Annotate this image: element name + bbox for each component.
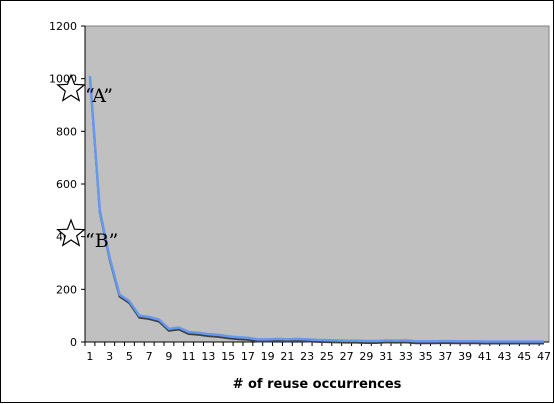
data-point: [217, 333, 220, 336]
x-tick-label: 45: [517, 350, 531, 363]
data-point: [335, 339, 338, 342]
data-point: [345, 339, 348, 342]
x-tick-label: 41: [478, 350, 492, 363]
x-tick-label: 33: [399, 350, 413, 363]
x-tick-label: 17: [241, 350, 255, 363]
data-point: [365, 339, 368, 342]
data-point: [523, 340, 526, 343]
x-tick-label: 39: [458, 350, 472, 363]
data-point: [394, 339, 397, 342]
data-point: [533, 340, 536, 343]
data-point: [128, 300, 131, 303]
x-tick-label: 29: [359, 350, 373, 363]
x-tick-label: 13: [201, 350, 215, 363]
data-point: [197, 331, 200, 334]
series-shadow-line: [88, 77, 545, 345]
data-point: [464, 340, 467, 343]
data-point: [306, 338, 309, 341]
annotation-label: “A”: [85, 85, 113, 107]
y-tick-label: 1200: [49, 20, 77, 33]
series-line: [88, 75, 545, 343]
x-tick-label: 25: [320, 350, 334, 363]
x-tick-label: 1: [86, 350, 93, 363]
data-point: [493, 340, 496, 343]
star-outline-icon: [56, 218, 86, 247]
annotations: “A” “B”: [56, 73, 118, 252]
data-point: [88, 75, 91, 78]
data-point: [158, 318, 161, 321]
x-tick-label: 5: [126, 350, 133, 363]
data-point: [246, 336, 249, 339]
data-point: [296, 337, 299, 340]
plot-area: [84, 25, 550, 343]
data-point: [207, 333, 210, 336]
x-tick-label: 23: [300, 350, 314, 363]
x-ticks: 1 3 5 7 9 11 13 15 17 19 21 23 25 27 29 31 33 35 37 39 41 43 4…: [84, 342, 551, 363]
data-point: [227, 335, 230, 338]
series-layer: [88, 75, 546, 345]
data-point: [167, 327, 170, 330]
data-point: [404, 339, 407, 342]
x-tick-label: 9: [165, 350, 172, 363]
data-point: [237, 336, 240, 339]
x-tick-label: 37: [438, 350, 452, 363]
y-tick-label: 0: [70, 336, 77, 349]
data-point: [355, 339, 358, 342]
data-point: [325, 339, 328, 342]
data-point: [256, 338, 259, 341]
x-tick-label: 31: [379, 350, 393, 363]
data-point: [385, 339, 388, 342]
data-point: [316, 338, 319, 341]
data-point: [513, 340, 516, 343]
y-ticks: 020040060080010001200: [49, 20, 85, 349]
x-tick-label: 35: [419, 350, 433, 363]
x-tick-label: 19: [261, 350, 275, 363]
x-tick-label: 43: [498, 350, 512, 363]
star-outline-icon: [56, 73, 86, 102]
data-point: [177, 326, 180, 329]
data-point: [483, 340, 486, 343]
data-point: [187, 330, 190, 333]
x-tick-label: 15: [221, 350, 235, 363]
x-tick-label: 21: [280, 350, 294, 363]
x-tick-label: 27: [340, 350, 354, 363]
y-tick-label: 600: [56, 178, 77, 191]
x-tick-label: 47: [537, 350, 551, 363]
annotation-label: “B”: [85, 230, 118, 252]
data-point: [266, 338, 269, 341]
data-point: [434, 340, 437, 343]
x-tick-label: 3: [106, 350, 113, 363]
x-tick-label: 7: [146, 350, 153, 363]
data-point: [424, 340, 427, 343]
data-point: [454, 340, 457, 343]
y-tick-label: 800: [56, 125, 77, 138]
data-point: [98, 209, 101, 212]
data-point: [473, 340, 476, 343]
data-point: [138, 314, 141, 317]
data-point: [543, 340, 546, 343]
y-tick-label: 200: [56, 283, 77, 296]
data-point: [118, 293, 121, 296]
data-point: [276, 337, 279, 340]
data-point: [375, 339, 378, 342]
data-point: [444, 339, 447, 342]
data-point: [503, 340, 506, 343]
data-point: [286, 338, 289, 341]
data-point: [414, 340, 417, 343]
x-tick-label: 11: [182, 350, 196, 363]
data-point: [108, 256, 111, 259]
data-point: [148, 315, 151, 318]
x-axis-label: # of reuse occurrences: [233, 377, 402, 392]
